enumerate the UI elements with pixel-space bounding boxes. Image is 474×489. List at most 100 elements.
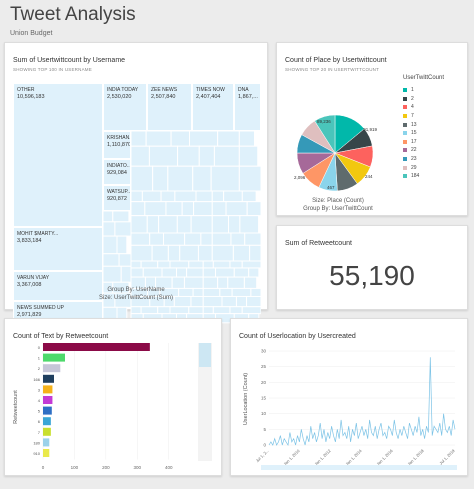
line-series[interactable] (268, 357, 456, 446)
treemap-card[interactable]: Sum of Usertwittcount by Username SHOWIN… (4, 42, 268, 325)
line-range-slider[interactable] (261, 465, 457, 470)
pie-slice[interactable] (314, 114, 336, 154)
bar-card[interactable]: Count of Text by Retweetcount 0 100 200 300… (4, 318, 222, 476)
bar-scrollbar-thumb[interactable] (199, 343, 211, 367)
treemap-tile[interactable] (202, 267, 217, 278)
treemap-tile[interactable] (140, 260, 159, 269)
treemap-tile[interactable] (211, 244, 234, 262)
treemap-tile[interactable] (130, 130, 147, 147)
pie-legend-item[interactable]: 29 (403, 163, 419, 172)
treemap-tile[interactable] (140, 306, 159, 315)
pie-legend-item[interactable]: 184 (403, 172, 419, 181)
bar-chart[interactable]: 0 100 200 300 400 0 1 2 166 3 4 5 6 7 180 910 Retweetcou… (5, 319, 223, 477)
bar[interactable] (43, 364, 61, 373)
treemap-tile[interactable] (228, 215, 241, 234)
treemap-tile[interactable] (167, 244, 181, 262)
treemap-tile[interactable] (130, 165, 154, 192)
bar[interactable] (43, 417, 51, 426)
treemap-tile[interactable]: INDIA TODAY 2,530,020 (103, 83, 147, 131)
treemap-tile[interactable] (160, 190, 176, 203)
treemap-tile[interactable]: OTHER 10,596,183 (13, 83, 103, 227)
treemap-tile[interactable] (149, 232, 164, 246)
treemap-tile[interactable] (181, 201, 195, 217)
treemap-tile[interactable] (233, 267, 250, 278)
treemap-tile[interactable] (241, 260, 261, 269)
treemap-tile[interactable] (151, 244, 169, 262)
treemap-tile[interactable] (130, 306, 142, 315)
treemap-tile[interactable] (176, 215, 192, 234)
pie-card[interactable]: Count of Place by Usertwittcount SHOWING… (276, 42, 468, 216)
treemap-tile[interactable] (211, 215, 229, 234)
treemap-tile[interactable] (229, 306, 243, 315)
bar-scrollbar[interactable] (198, 343, 212, 461)
bar[interactable] (43, 374, 54, 383)
treemap-tile[interactable] (238, 130, 255, 147)
treemap-tile[interactable] (157, 306, 171, 315)
treemap-tile[interactable] (198, 145, 215, 167)
line-chart[interactable]: 0 5 10 15 20 25 30 Jul 1, 2... Jan 1, 2010 Jan 1,… (231, 319, 469, 477)
treemap-tile[interactable]: WATSUP... 920,872 (103, 185, 131, 211)
treemap-tile[interactable] (217, 130, 240, 147)
treemap-tile[interactable] (197, 244, 213, 262)
treemap-tile[interactable] (142, 267, 163, 278)
treemap-tile[interactable] (174, 190, 197, 203)
treemap-tile[interactable] (188, 260, 204, 269)
treemap-tile[interactable] (248, 267, 260, 278)
treemap-tile[interactable] (114, 221, 132, 237)
treemap-tile[interactable] (165, 201, 183, 217)
pie-legend-item[interactable]: 23 (403, 155, 419, 164)
treemap-tile[interactable]: KRISHAN... 1,110,870 (103, 131, 131, 159)
treemap-tile[interactable] (130, 190, 143, 203)
treemap-tile[interactable] (190, 215, 213, 234)
bar[interactable] (43, 396, 53, 404)
treemap-tile[interactable] (202, 260, 214, 269)
pie-legend-item[interactable]: 22 (403, 146, 419, 155)
treemap-tile[interactable] (186, 267, 204, 278)
treemap-tile[interactable] (238, 145, 259, 167)
treemap-tile[interactable] (112, 210, 130, 223)
treemap-tile[interactable] (249, 244, 261, 262)
treemap-tile[interactable] (130, 267, 144, 278)
bar[interactable] (43, 406, 52, 415)
treemap-tile[interactable] (130, 215, 148, 234)
treemap-tile[interactable] (195, 190, 213, 203)
treemap-tile[interactable] (130, 201, 146, 217)
treemap-tile[interactable] (177, 145, 200, 167)
treemap-tile[interactable]: INDIATO... 929,084 (103, 159, 131, 185)
treemap-tile[interactable] (184, 232, 202, 246)
treemap-tile[interactable] (179, 244, 199, 262)
treemap-tile[interactable] (192, 165, 212, 192)
treemap-tile[interactable] (229, 260, 243, 269)
treemap-tile[interactable] (246, 201, 261, 217)
treemap-tile[interactable] (170, 130, 190, 147)
treemap-tile[interactable] (146, 215, 160, 234)
treemap-tile[interactable] (169, 260, 190, 269)
treemap-tile[interactable] (210, 165, 240, 192)
pie-legend-item[interactable]: 2 (403, 95, 419, 104)
pie-legend-item[interactable]: 1 (403, 86, 419, 95)
treemap-tile[interactable] (102, 235, 118, 255)
treemap-tile[interactable] (102, 253, 120, 267)
treemap-tile[interactable] (169, 306, 190, 315)
treemap-tile[interactable] (212, 306, 231, 315)
kpi-card[interactable]: Sum of Retweetcount 55,190 (276, 225, 468, 310)
treemap-tile[interactable] (130, 145, 150, 167)
pie-chart[interactable]: 89,236 91,919 244 2,096 467 (277, 43, 469, 217)
treemap-tile[interactable] (116, 235, 128, 255)
treemap-tile[interactable] (102, 265, 122, 283)
treemap-tile[interactable] (189, 130, 219, 147)
treemap-tile[interactable]: MOHIT $MARTY... 3,833,184 (13, 227, 103, 271)
treemap-tile[interactable] (238, 165, 261, 192)
treemap-tile[interactable] (145, 130, 172, 147)
bar[interactable] (43, 385, 53, 394)
treemap-tile[interactable] (225, 201, 248, 217)
treemap-tile[interactable] (130, 244, 153, 262)
bar[interactable] (43, 438, 50, 447)
treemap-tile[interactable] (223, 190, 243, 203)
treemap-tile[interactable] (167, 165, 194, 192)
treemap-tile[interactable] (211, 190, 225, 203)
pie-legend-item[interactable]: 15 (403, 129, 419, 138)
treemap-tile[interactable] (120, 265, 132, 283)
treemap-tile[interactable] (176, 267, 188, 278)
treemap-tile[interactable] (148, 145, 179, 167)
